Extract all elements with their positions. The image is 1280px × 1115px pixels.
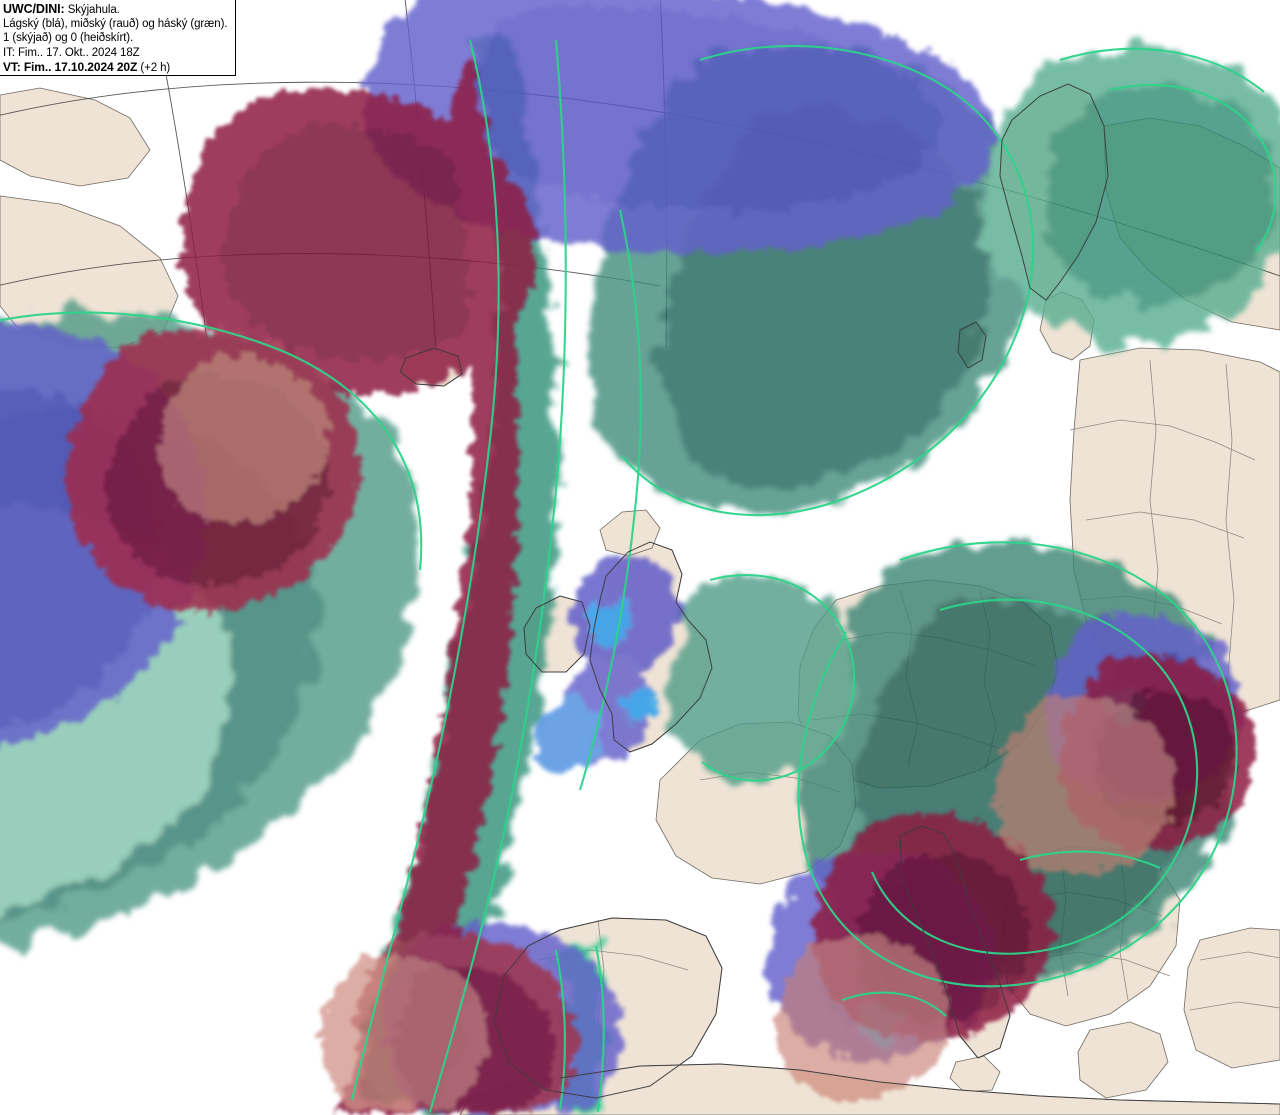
valid-time-offset: (+2 h) xyxy=(140,61,171,74)
forecast-info-legend: UWC/DINI: Skýjahula. Lágský (blá), miðsk… xyxy=(0,0,236,76)
scale-legend-text: 1 (skýjað) og 0 (heiðskírt). xyxy=(3,32,134,45)
legend-line-init-time: IT: Fim.. 17. Okt.. 2024 18Z xyxy=(3,46,232,60)
legend-line-product: UWC/DINI: Skýjahula. xyxy=(3,2,232,17)
parameter-label: Skýjahula. xyxy=(67,4,120,16)
legend-line-scale: 1 (skýjað) og 0 (heiðskírt). xyxy=(3,31,232,45)
init-time-value: Fim.. 17. Okt.. 2024 18Z xyxy=(17,46,140,59)
init-time-prefix: IT: xyxy=(3,46,15,59)
valid-time-prefix: VT: xyxy=(3,59,21,74)
mid-cloud-layer xyxy=(66,54,1256,1114)
legend-line-valid-time: VT: Fim.. 17.10.2024 20Z (+2 h) xyxy=(3,60,232,75)
high-cloud-contours xyxy=(0,39,1277,1113)
valid-time-value: Fim.. 17.10.2024 20Z xyxy=(23,59,138,74)
legend-line-layers: Lágský (blá), miðský (rauð) og háský (gr… xyxy=(3,17,232,31)
model-label: UWC/DINI: xyxy=(3,2,65,16)
layer-legend-text: Lágský (blá), miðský (rauð) og háský (gr… xyxy=(3,18,228,31)
coastlines xyxy=(399,83,1280,1105)
